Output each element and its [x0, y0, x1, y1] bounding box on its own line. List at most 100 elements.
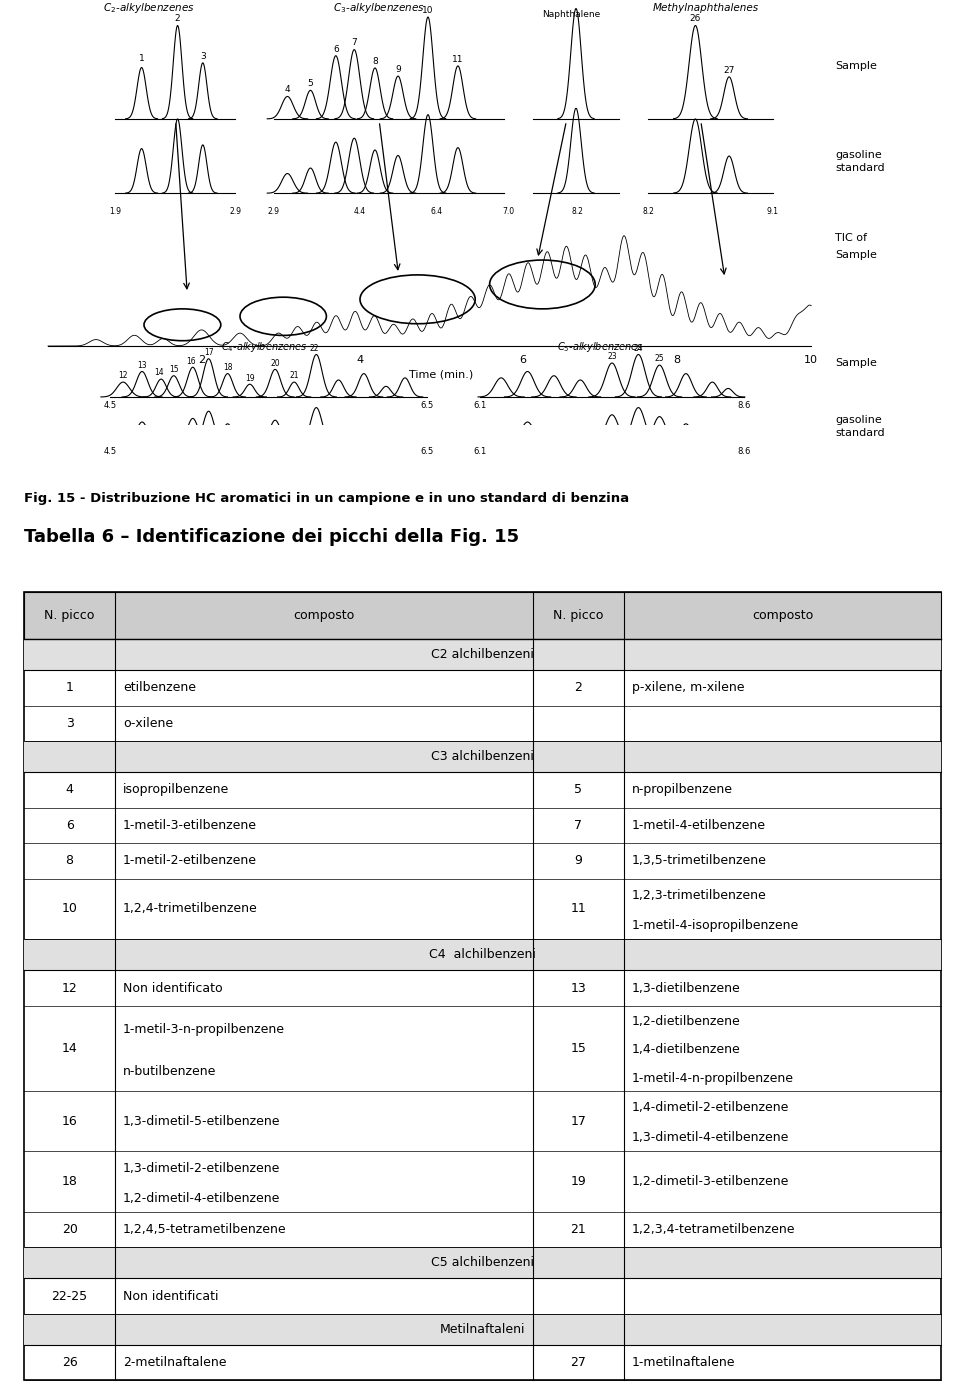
Text: 23: 23	[607, 352, 617, 362]
Text: C$_5$-alkylbenzenes: C$_5$-alkylbenzenes	[557, 340, 643, 354]
Text: 2: 2	[574, 682, 583, 695]
Text: 14: 14	[155, 369, 164, 377]
Text: C2 alchilbenzeni: C2 alchilbenzeni	[431, 649, 534, 661]
Text: p-xilene, m-xilene: p-xilene, m-xilene	[632, 682, 744, 695]
Text: 9.1: 9.1	[767, 207, 779, 216]
Text: 6: 6	[65, 818, 74, 832]
Text: standard: standard	[835, 163, 885, 173]
Text: C3 alchilbenzeni: C3 alchilbenzeni	[431, 750, 534, 763]
Text: 4.5: 4.5	[104, 401, 117, 409]
Text: 18: 18	[223, 363, 232, 372]
Text: 8.6: 8.6	[737, 401, 751, 409]
Text: Sample: Sample	[835, 358, 877, 367]
Text: isopropilbenzene: isopropilbenzene	[123, 784, 229, 796]
Text: 27: 27	[570, 1356, 587, 1370]
Text: 18: 18	[61, 1175, 78, 1189]
Text: 1,3-dimetil-2-etilbenzene: 1,3-dimetil-2-etilbenzene	[123, 1161, 280, 1175]
Text: 16: 16	[61, 1115, 78, 1128]
Text: 1,2-dietilbenzene: 1,2-dietilbenzene	[632, 1015, 740, 1027]
Text: n-propilbenzene: n-propilbenzene	[632, 784, 732, 796]
Text: Metilnaftaleni: Metilnaftaleni	[440, 1322, 525, 1336]
Text: 1,3-dietilbenzene: 1,3-dietilbenzene	[632, 981, 740, 994]
Text: 6: 6	[333, 45, 339, 53]
Text: 7: 7	[351, 39, 357, 47]
Text: 2: 2	[175, 14, 180, 24]
Text: 1: 1	[65, 682, 74, 695]
Text: Non identificati: Non identificati	[123, 1290, 218, 1303]
Text: 19: 19	[570, 1175, 587, 1189]
Text: Naphthalene: Naphthalene	[542, 10, 600, 19]
Text: composto: composto	[294, 610, 354, 622]
Text: Non identificato: Non identificato	[123, 981, 223, 994]
Text: 1,2-dimetil-3-etilbenzene: 1,2-dimetil-3-etilbenzene	[632, 1175, 789, 1189]
Text: 1-metil-4-n-propilbenzene: 1-metil-4-n-propilbenzene	[632, 1072, 794, 1084]
Text: 7.0: 7.0	[503, 207, 515, 216]
Text: Sample: Sample	[835, 61, 877, 71]
Text: 7: 7	[574, 818, 583, 832]
Text: 27: 27	[724, 65, 734, 75]
Text: 13: 13	[137, 361, 147, 370]
Text: 8.2: 8.2	[642, 207, 654, 216]
Text: N. picco: N. picco	[44, 610, 95, 622]
Bar	[24, 1247, 941, 1278]
Bar	[24, 741, 941, 773]
Text: 1,3,5-trimetilbenzene: 1,3,5-trimetilbenzene	[632, 855, 766, 867]
Text: N. picco: N. picco	[553, 610, 604, 622]
Bar	[24, 1314, 941, 1345]
Text: 21: 21	[289, 372, 299, 380]
Text: C4  alchilbenzeni: C4 alchilbenzeni	[429, 948, 536, 962]
Text: 22: 22	[310, 344, 320, 352]
Text: 3: 3	[65, 717, 74, 729]
Text: 12: 12	[61, 981, 78, 994]
Text: Tabella 6 – Identificazione dei picchi della Fig. 15: Tabella 6 – Identificazione dei picchi d…	[24, 528, 519, 546]
Text: 4: 4	[356, 355, 364, 365]
Text: 9: 9	[396, 65, 401, 74]
Bar	[24, 940, 941, 970]
Text: 6.1: 6.1	[473, 401, 487, 409]
Text: 9: 9	[574, 855, 583, 867]
Text: composto: composto	[752, 610, 813, 622]
Text: 15: 15	[169, 365, 179, 374]
Text: 12: 12	[118, 372, 128, 380]
Text: 14: 14	[61, 1041, 78, 1055]
Text: gasoline: gasoline	[835, 415, 882, 426]
Text: 1-metil-4-etilbenzene: 1-metil-4-etilbenzene	[632, 818, 766, 832]
Text: 26: 26	[689, 14, 701, 24]
Text: 4.5: 4.5	[104, 447, 117, 457]
Text: 2.9: 2.9	[268, 207, 279, 216]
Text: 15: 15	[570, 1041, 587, 1055]
Text: 1,2-dimetil-4-etilbenzene: 1,2-dimetil-4-etilbenzene	[123, 1192, 280, 1205]
Text: 1-metil-4-isopropilbenzene: 1-metil-4-isopropilbenzene	[632, 919, 799, 933]
Text: Fig. 15 - Distribuzione HC aromatici in un campione e in uno standard di benzina: Fig. 15 - Distribuzione HC aromatici in …	[24, 491, 629, 504]
Bar	[24, 592, 941, 639]
Text: 1,4-dimetil-2-etilbenzene: 1,4-dimetil-2-etilbenzene	[632, 1101, 789, 1114]
Text: 6: 6	[519, 355, 527, 365]
Text: 1,2,4-trimetilbenzene: 1,2,4-trimetilbenzene	[123, 902, 257, 916]
Text: 6.5: 6.5	[420, 447, 434, 457]
Text: 16: 16	[186, 356, 196, 366]
Text: 5: 5	[574, 784, 583, 796]
Text: 22-25: 22-25	[52, 1290, 87, 1303]
Text: 26: 26	[61, 1356, 78, 1370]
Text: 1: 1	[139, 54, 144, 63]
Text: Sample: Sample	[835, 249, 877, 260]
Text: 11: 11	[570, 902, 587, 916]
Text: etilbenzene: etilbenzene	[123, 682, 196, 695]
Text: 1,4-dietilbenzene: 1,4-dietilbenzene	[632, 1043, 740, 1057]
Text: C$_2$-alkylbenzenes: C$_2$-alkylbenzenes	[103, 0, 195, 14]
Text: 11: 11	[452, 54, 464, 64]
Text: TIC of: TIC of	[835, 232, 867, 242]
Text: 6.4: 6.4	[431, 207, 443, 216]
Text: 17: 17	[570, 1115, 587, 1128]
Text: 10: 10	[804, 355, 818, 365]
Text: standard: standard	[835, 429, 885, 438]
Text: 13: 13	[570, 981, 587, 994]
Text: 4: 4	[65, 784, 74, 796]
Text: n-butilbenzene: n-butilbenzene	[123, 1065, 216, 1079]
Text: 1,2,3,4-tetrametilbenzene: 1,2,3,4-tetrametilbenzene	[632, 1224, 795, 1236]
Text: o-xilene: o-xilene	[123, 717, 173, 729]
Text: C$_3$-alkylbenzenes: C$_3$-alkylbenzenes	[333, 0, 425, 14]
Text: 4: 4	[284, 85, 290, 95]
Text: 8: 8	[673, 355, 681, 365]
Bar	[24, 592, 941, 1381]
